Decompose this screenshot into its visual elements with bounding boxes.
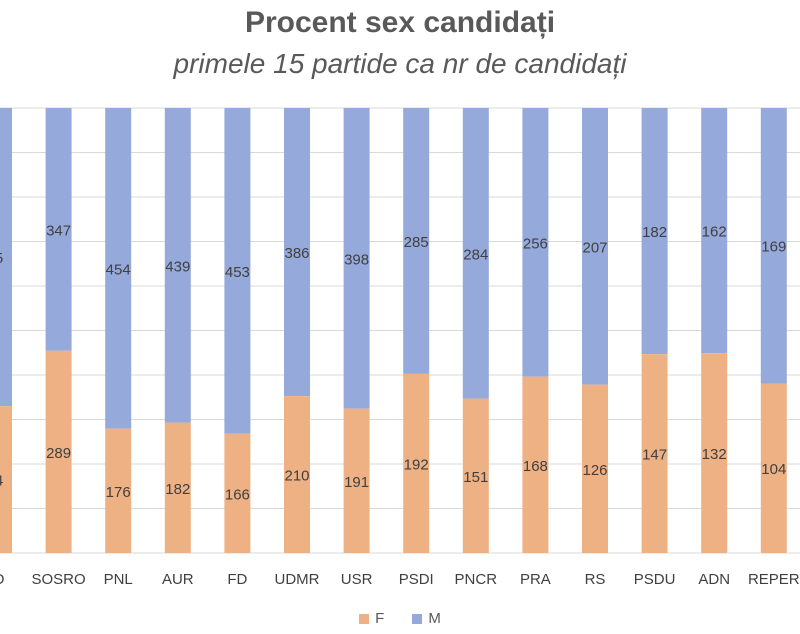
bar-segment-f-fd: [224, 433, 251, 553]
data-label-f: 192: [404, 456, 429, 473]
bar-segment-m-pncr: [462, 108, 489, 399]
bar-segment-f-pra: [522, 376, 549, 553]
data-label-m: 256: [523, 235, 548, 252]
bar-segment-f-rs: [582, 384, 608, 553]
bar-segment-f-adn: [701, 353, 728, 553]
category-label: RS: [585, 571, 606, 588]
legend-item-m: M: [412, 610, 441, 627]
category-label: AUR: [162, 571, 194, 588]
category-label: PRA: [520, 571, 551, 588]
data-label-f: 4: [0, 473, 3, 490]
bar-segment-m-psdu: [641, 108, 668, 355]
bar-segment-m-fd: [224, 108, 251, 434]
data-label-m: 439: [165, 258, 190, 275]
category-label: D: [0, 571, 5, 588]
bar-segment-f-pnl: [105, 428, 132, 553]
data-label-f: 151: [463, 469, 488, 486]
data-label-m: 284: [463, 246, 488, 263]
bar-segment-m-sosro: [45, 108, 72, 351]
data-label-f: 176: [106, 484, 131, 501]
data-label-m: 5: [0, 250, 3, 267]
data-label-m: 169: [761, 239, 786, 256]
data-label-f: 166: [225, 486, 250, 503]
legend: F M: [0, 610, 800, 627]
legend-label-f: F: [375, 610, 385, 627]
data-label-f: 210: [284, 468, 309, 485]
data-label-m: 182: [642, 224, 667, 241]
bar-segment-m-pnl: [105, 108, 132, 429]
category-label: FD: [227, 571, 247, 588]
category-label: UDMR: [275, 571, 320, 588]
data-label-m: 347: [46, 222, 71, 239]
data-label-m: 207: [582, 239, 607, 256]
data-label-m: 454: [106, 261, 131, 278]
data-label-f: 132: [702, 446, 727, 463]
legend-swatch-f: [359, 613, 370, 624]
data-label-f: 289: [46, 445, 71, 462]
data-label-f: 191: [344, 474, 369, 491]
bar-segment-f-aur: [164, 422, 191, 553]
legend-label-m: M: [428, 610, 441, 627]
bar-segment-f-d: [0, 406, 12, 553]
category-label: PSDU: [634, 571, 676, 588]
data-label-f: 168: [523, 458, 548, 475]
bar-segment-m-udmr: [284, 108, 310, 397]
bar-segment-f-psdi: [403, 373, 430, 553]
bar-segment-m-reper: [760, 108, 787, 384]
bar-segment-f-psdu: [641, 354, 668, 553]
chart-subtitle: primele 15 partide ca nr de candidați: [173, 48, 627, 79]
bar-segment-f-reper: [760, 383, 787, 553]
data-label-f: 182: [165, 481, 190, 498]
bar-segment-m-rs: [582, 108, 608, 385]
bar-segment-m-pra: [522, 108, 549, 377]
legend-swatch-m: [412, 613, 423, 624]
category-label: USR: [341, 571, 373, 588]
data-label-f: 104: [761, 461, 786, 478]
data-label-m: 162: [702, 224, 727, 241]
bar-segment-m-aur: [164, 108, 191, 423]
category-label: PNCR: [455, 571, 498, 588]
data-label-m: 285: [404, 234, 429, 251]
category-label: SOSRO: [32, 571, 86, 588]
category-label: REPER: [748, 571, 800, 588]
bar-segment-f-usr: [343, 408, 370, 553]
data-label-f: 147: [642, 447, 667, 464]
bar-segment-f-udmr: [284, 396, 310, 553]
category-label: PNL: [104, 571, 133, 588]
data-label-f: 126: [582, 462, 607, 479]
data-label-m: 386: [284, 245, 309, 262]
bar-segment-f-pncr: [462, 398, 489, 553]
bar-segment-m-d: [0, 108, 12, 407]
data-label-m: 398: [344, 251, 369, 268]
legend-item-f: F: [359, 610, 384, 627]
bar-segment-m-adn: [701, 108, 728, 354]
category-label: ADN: [698, 571, 730, 588]
chart-title: Procent sex candidați: [244, 6, 556, 39]
data-label-m: 453: [225, 264, 250, 281]
bar-segment-m-psdi: [403, 108, 430, 374]
bar-segment-f-sosro: [45, 350, 72, 553]
category-label: PSDI: [399, 571, 434, 588]
bar-segment-m-usr: [343, 108, 370, 409]
